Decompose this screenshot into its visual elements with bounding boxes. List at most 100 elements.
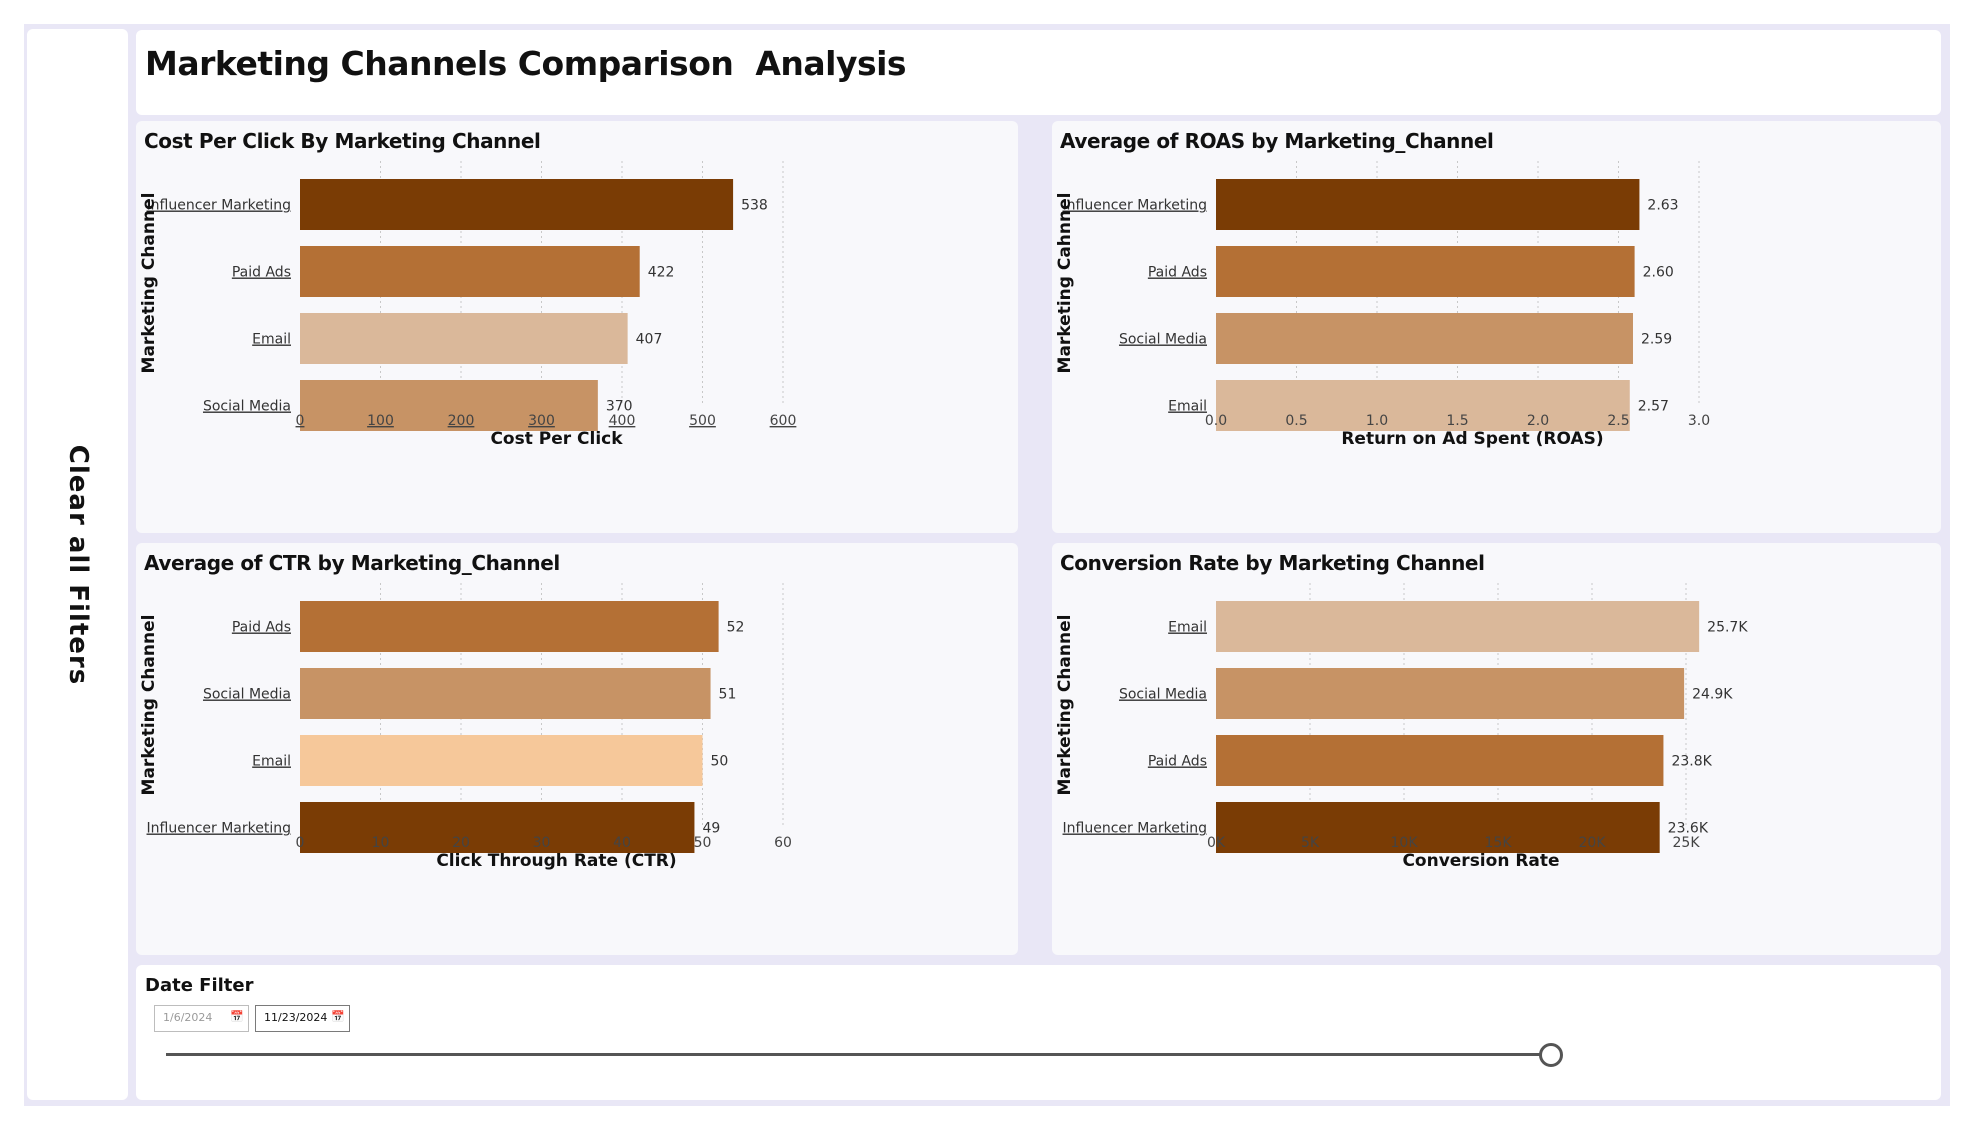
bar-paid-ads[interactable] [1216,246,1635,297]
x-tick-label[interactable]: 600 [770,413,797,429]
end-date-value: 11/23/2024 [264,1011,328,1024]
x-tick-label[interactable]: 400 [609,413,636,429]
category-label[interactable]: Email [252,754,291,770]
data-label: 370 [606,399,633,415]
data-label: 23.6K [1668,821,1709,837]
category-label[interactable]: Influencer Marketing [1063,821,1207,837]
category-label[interactable]: Social Media [203,399,291,415]
y-axis-label: Marketing Channel [1055,615,1075,796]
data-label: 51 [719,687,737,703]
end-date-input[interactable]: 11/23/2024 📅 [255,1005,350,1032]
calendar-icon[interactable]: 📅 [331,1010,345,1023]
x-tick-label[interactable]: 0 [296,413,305,429]
conversion-bar-chart: Email 25.7K Social Media 24.9K Paid Ads 23.8K… [1055,583,1748,871]
x-tick-label: 10K [1391,835,1419,851]
category-label[interactable]: Email [1168,399,1207,415]
category-label[interactable]: Influencer Marketing [147,821,291,837]
roas-chart-title: Average of ROAS by Marketing_Channel [1060,129,1494,153]
x-tick-label: 50 [694,835,712,851]
data-label: 422 [648,265,675,281]
bar-influencer-marketing[interactable] [300,802,695,853]
x-tick-label: 0.5 [1285,413,1307,429]
x-tick-label: 0 [296,835,305,851]
category-label[interactable]: Email [1168,620,1207,636]
data-label: 52 [727,620,745,636]
category-label[interactable]: Paid Ads [1148,265,1207,281]
conversion-chart-title: Conversion Rate by Marketing Channel [1060,551,1485,575]
bar-influencer-marketing[interactable] [1216,802,1660,853]
data-label: 2.59 [1641,332,1672,348]
x-axis-label: Click Through Rate (CTR) [436,851,676,871]
bar-email[interactable] [300,735,703,786]
start-date-value: 1/6/2024 [163,1011,213,1024]
category-label[interactable]: Influencer Marketing [1063,198,1207,214]
category-label[interactable]: Social Media [1119,687,1207,703]
y-axis-label: Marketing Channel [139,615,159,796]
bar-influencer-marketing[interactable] [300,179,734,230]
roas-bar-chart: Influencer Marketing 2.63 Paid Ads 2.60 Soci… [1055,161,1710,449]
x-tick-label: 10 [372,835,390,851]
conversion-chart-card: Conversion Rate by Marketing Channel Ema… [1052,543,1941,955]
x-tick-label: 2.0 [1527,413,1549,429]
x-tick-label: 1.5 [1446,413,1468,429]
category-label[interactable]: Social Media [203,687,291,703]
category-label[interactable]: Paid Ads [1148,754,1207,770]
bar-social-media[interactable] [300,668,711,719]
category-label[interactable]: Paid Ads [232,265,291,281]
data-label: 49 [702,821,720,837]
x-axis-label: Cost Per Click [490,429,623,449]
bar-social-media[interactable] [1216,313,1633,364]
ctr-bar-chart: Paid Ads 52 Social Media 51 Email 50 Influence… [139,583,792,871]
category-label[interactable]: Email [252,332,291,348]
date-filter-title: Date Filter [145,975,254,996]
x-tick-label[interactable]: 200 [448,413,475,429]
category-label[interactable]: Influencer Marketing [147,198,291,214]
x-tick-label: 0K [1207,835,1226,851]
bar-social-media[interactable] [1216,668,1685,719]
x-tick-label: 5K [1301,835,1320,851]
start-date-input[interactable]: 1/6/2024 📅 [154,1005,249,1032]
date-range-slider-track[interactable] [166,1053,1546,1056]
report-canvas: Clear all Filters Marketing Channels Com… [24,24,1950,1106]
calendar-icon[interactable]: 📅 [230,1010,244,1023]
cpc-chart-card: Cost Per Click By Marketing Channel Infl… [136,121,1018,533]
x-tick-label[interactable]: 100 [367,413,394,429]
date-filter-panel: Date Filter 1/6/2024 📅 11/23/2024 📅 [136,965,1941,1100]
category-label[interactable]: Social Media [1119,332,1207,348]
x-tick-label: 20 [452,835,470,851]
data-label: 2.57 [1638,399,1669,415]
cpc-chart-title: Cost Per Click By Marketing Channel [144,129,541,153]
x-tick-label: 15K [1485,835,1513,851]
bar-influencer-marketing[interactable] [1216,179,1640,230]
bar-paid-ads[interactable] [1216,735,1664,786]
x-axis-label: Conversion Rate [1402,851,1559,871]
x-tick-label: 60 [774,835,792,851]
x-tick-label: 20K [1579,835,1607,851]
roas-chart-card: Average of ROAS by Marketing_Channel Inf… [1052,121,1941,533]
x-tick-label: 25K [1673,835,1701,851]
date-range-slider-handle[interactable] [1539,1043,1563,1067]
data-label: 23.8K [1671,754,1712,770]
bar-email[interactable] [1216,601,1700,652]
category-label[interactable]: Paid Ads [232,620,291,636]
data-label: 2.60 [1643,265,1674,281]
data-label: 2.63 [1647,198,1678,214]
x-tick-label: 0.0 [1205,413,1227,429]
ctr-chart-card: Average of CTR by Marketing_Channel Paid… [136,543,1018,955]
title-panel: Marketing Channels Comparison Analysis [136,30,1941,115]
clear-all-filters-button[interactable]: Clear all Filters [27,29,128,1100]
bar-paid-ads[interactable] [300,246,640,297]
bar-social-media[interactable] [300,380,598,431]
page-title: Marketing Channels Comparison Analysis [145,44,907,83]
bar-email[interactable] [300,313,628,364]
x-tick-label: 2.5 [1607,413,1629,429]
x-tick-label[interactable]: 500 [689,413,716,429]
data-label: 50 [711,754,729,770]
x-tick-label: 40 [613,835,631,851]
y-axis-label: Marketing Channel [139,193,159,374]
bar-email[interactable] [1216,380,1630,431]
y-axis-label: Marketing Cahnnel [1055,193,1075,374]
bar-paid-ads[interactable] [300,601,719,652]
x-tick-label[interactable]: 300 [528,413,555,429]
clear-all-filters-label: Clear all Filters [62,444,93,685]
